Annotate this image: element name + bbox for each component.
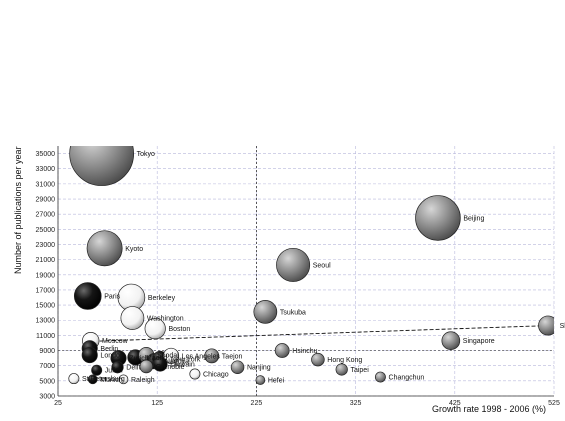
- x-tick-label: 25: [54, 400, 62, 407]
- bubble-st-petersburg: [68, 373, 80, 385]
- bubble-london: [81, 347, 98, 364]
- bubbles: [68, 146, 554, 385]
- bubble-kyoto: [86, 230, 123, 267]
- bubble-delft: [111, 361, 124, 374]
- bubble-singapore: [441, 331, 461, 351]
- bubble-label: Seoul: [313, 262, 331, 269]
- bubble-taipei: [335, 363, 348, 376]
- y-tick-label: 13000: [36, 318, 56, 325]
- x-tick-label: 125: [151, 400, 163, 407]
- bubble-tokyo: [69, 146, 134, 186]
- bubble-label: Moscow: [102, 338, 129, 345]
- bubble-grenoble: [139, 359, 154, 374]
- bubble-label: Hsinchu: [292, 348, 317, 355]
- y-tick-label: 25000: [36, 227, 56, 234]
- bubble-label: Hong Kong: [327, 357, 362, 364]
- bubble-label: Boston: [168, 326, 190, 333]
- bubble-label: Julich: [105, 368, 123, 375]
- bubble-label: Nanjing: [247, 365, 271, 372]
- bubble-los-angeles: [163, 347, 180, 364]
- bubble-label: Raleigh: [131, 377, 155, 384]
- bubble-label: Zurich: [129, 356, 149, 363]
- x-tick-label: 225: [251, 400, 263, 407]
- y-tick-label: 21000: [36, 257, 56, 264]
- x-tick-label: 525: [548, 400, 560, 407]
- trend-line: [87, 325, 550, 342]
- bubble-taejon: [204, 348, 220, 364]
- bubble-label: Los Angeles: [182, 353, 221, 360]
- bubble-beijing: [415, 195, 461, 241]
- bubble-hsinchu: [274, 343, 290, 358]
- x-tick-label: 425: [449, 400, 461, 407]
- bubble-label: Nagoya: [165, 359, 189, 366]
- y-axis-title: Number of publications per year: [13, 146, 23, 274]
- bubble-label: St Petersburg: [82, 376, 125, 383]
- bubble-label: Berlin: [100, 346, 118, 353]
- bubble-louvain: [152, 356, 168, 372]
- bubble-chicago: [189, 368, 201, 380]
- bubble-boston: [144, 317, 166, 340]
- bubble-label: Louvain: [170, 362, 195, 369]
- y-tick-label: 33000: [36, 166, 56, 173]
- bubble-label: Taipei: [350, 367, 369, 374]
- bubble-label: Chicago: [203, 372, 229, 379]
- x-tick-label: 325: [350, 400, 362, 407]
- bubble-munich: [87, 374, 98, 385]
- bubble-label: Berkeley: [148, 295, 176, 302]
- bubble-julich: [91, 364, 103, 376]
- bubble-paris: [73, 282, 102, 310]
- bubble-raleigh: [118, 374, 129, 385]
- y-tick-label: 7000: [39, 363, 55, 370]
- bubble-label: Tsukuba: [280, 309, 306, 316]
- bubble-hong-kong: [311, 352, 325, 367]
- bubble-label: Changchun: [389, 375, 425, 382]
- y-tick-label: 9000: [39, 348, 55, 355]
- bubble-shanghai: [538, 315, 554, 336]
- bubble-label: Munich: [100, 377, 123, 384]
- y-tick-label: 27000: [36, 212, 56, 219]
- bubble-washington: [120, 306, 145, 330]
- x-axis-title: Growth rate 1998 - 2006 (%): [432, 404, 546, 414]
- bubble-label: Shanghai: [560, 323, 565, 330]
- bubble-label: Delft: [126, 365, 140, 372]
- bubble-label: Tokyo: [137, 151, 155, 158]
- y-tick-label: 19000: [36, 272, 56, 279]
- y-tick-label: 3000: [39, 394, 55, 401]
- trend-line-segment: [87, 325, 550, 342]
- bubble-seoul: [276, 247, 311, 282]
- bubble-labels: Tokyo Kyoto Paris Berkeley Washington Boston M…: [82, 151, 565, 385]
- bubble-label: Taejon: [222, 353, 243, 360]
- bubble-nanjing: [230, 360, 245, 374]
- y-tick-label: 29000: [36, 197, 56, 204]
- bubble-changchun: [374, 371, 386, 383]
- bubble-label: London: [100, 353, 123, 360]
- y-tick-label: 31000: [36, 181, 56, 188]
- bubble-label: Beijing: [463, 215, 484, 222]
- y-tick-label: 11000: [36, 333, 55, 340]
- y-tick-label: 5000: [39, 378, 55, 385]
- y-tick-label: 23000: [36, 242, 56, 249]
- y-tick-label: 17000: [36, 287, 56, 294]
- axes: 3000 5000 7000 9000 11000 13000 15000 17000 1900…: [36, 146, 560, 407]
- bubble-tsukuba: [253, 300, 278, 324]
- bubble-label: Paris: [104, 294, 120, 301]
- bubble-label: Madrid: [146, 355, 168, 362]
- bubble-hefei: [255, 375, 266, 385]
- bubble-label: Washington: [147, 315, 184, 322]
- bubble-label: Grenoble: [156, 364, 185, 371]
- bubble-label: Kyoto: [125, 246, 143, 253]
- bubble-label: Singapore: [463, 338, 495, 345]
- y-tick-label: 35000: [36, 151, 56, 158]
- bubble-label: Hefei: [268, 378, 285, 385]
- bubble-label: Seodal: [157, 353, 179, 360]
- y-tick-label: 15000: [36, 303, 56, 310]
- bubble-label: New York: [171, 356, 201, 363]
